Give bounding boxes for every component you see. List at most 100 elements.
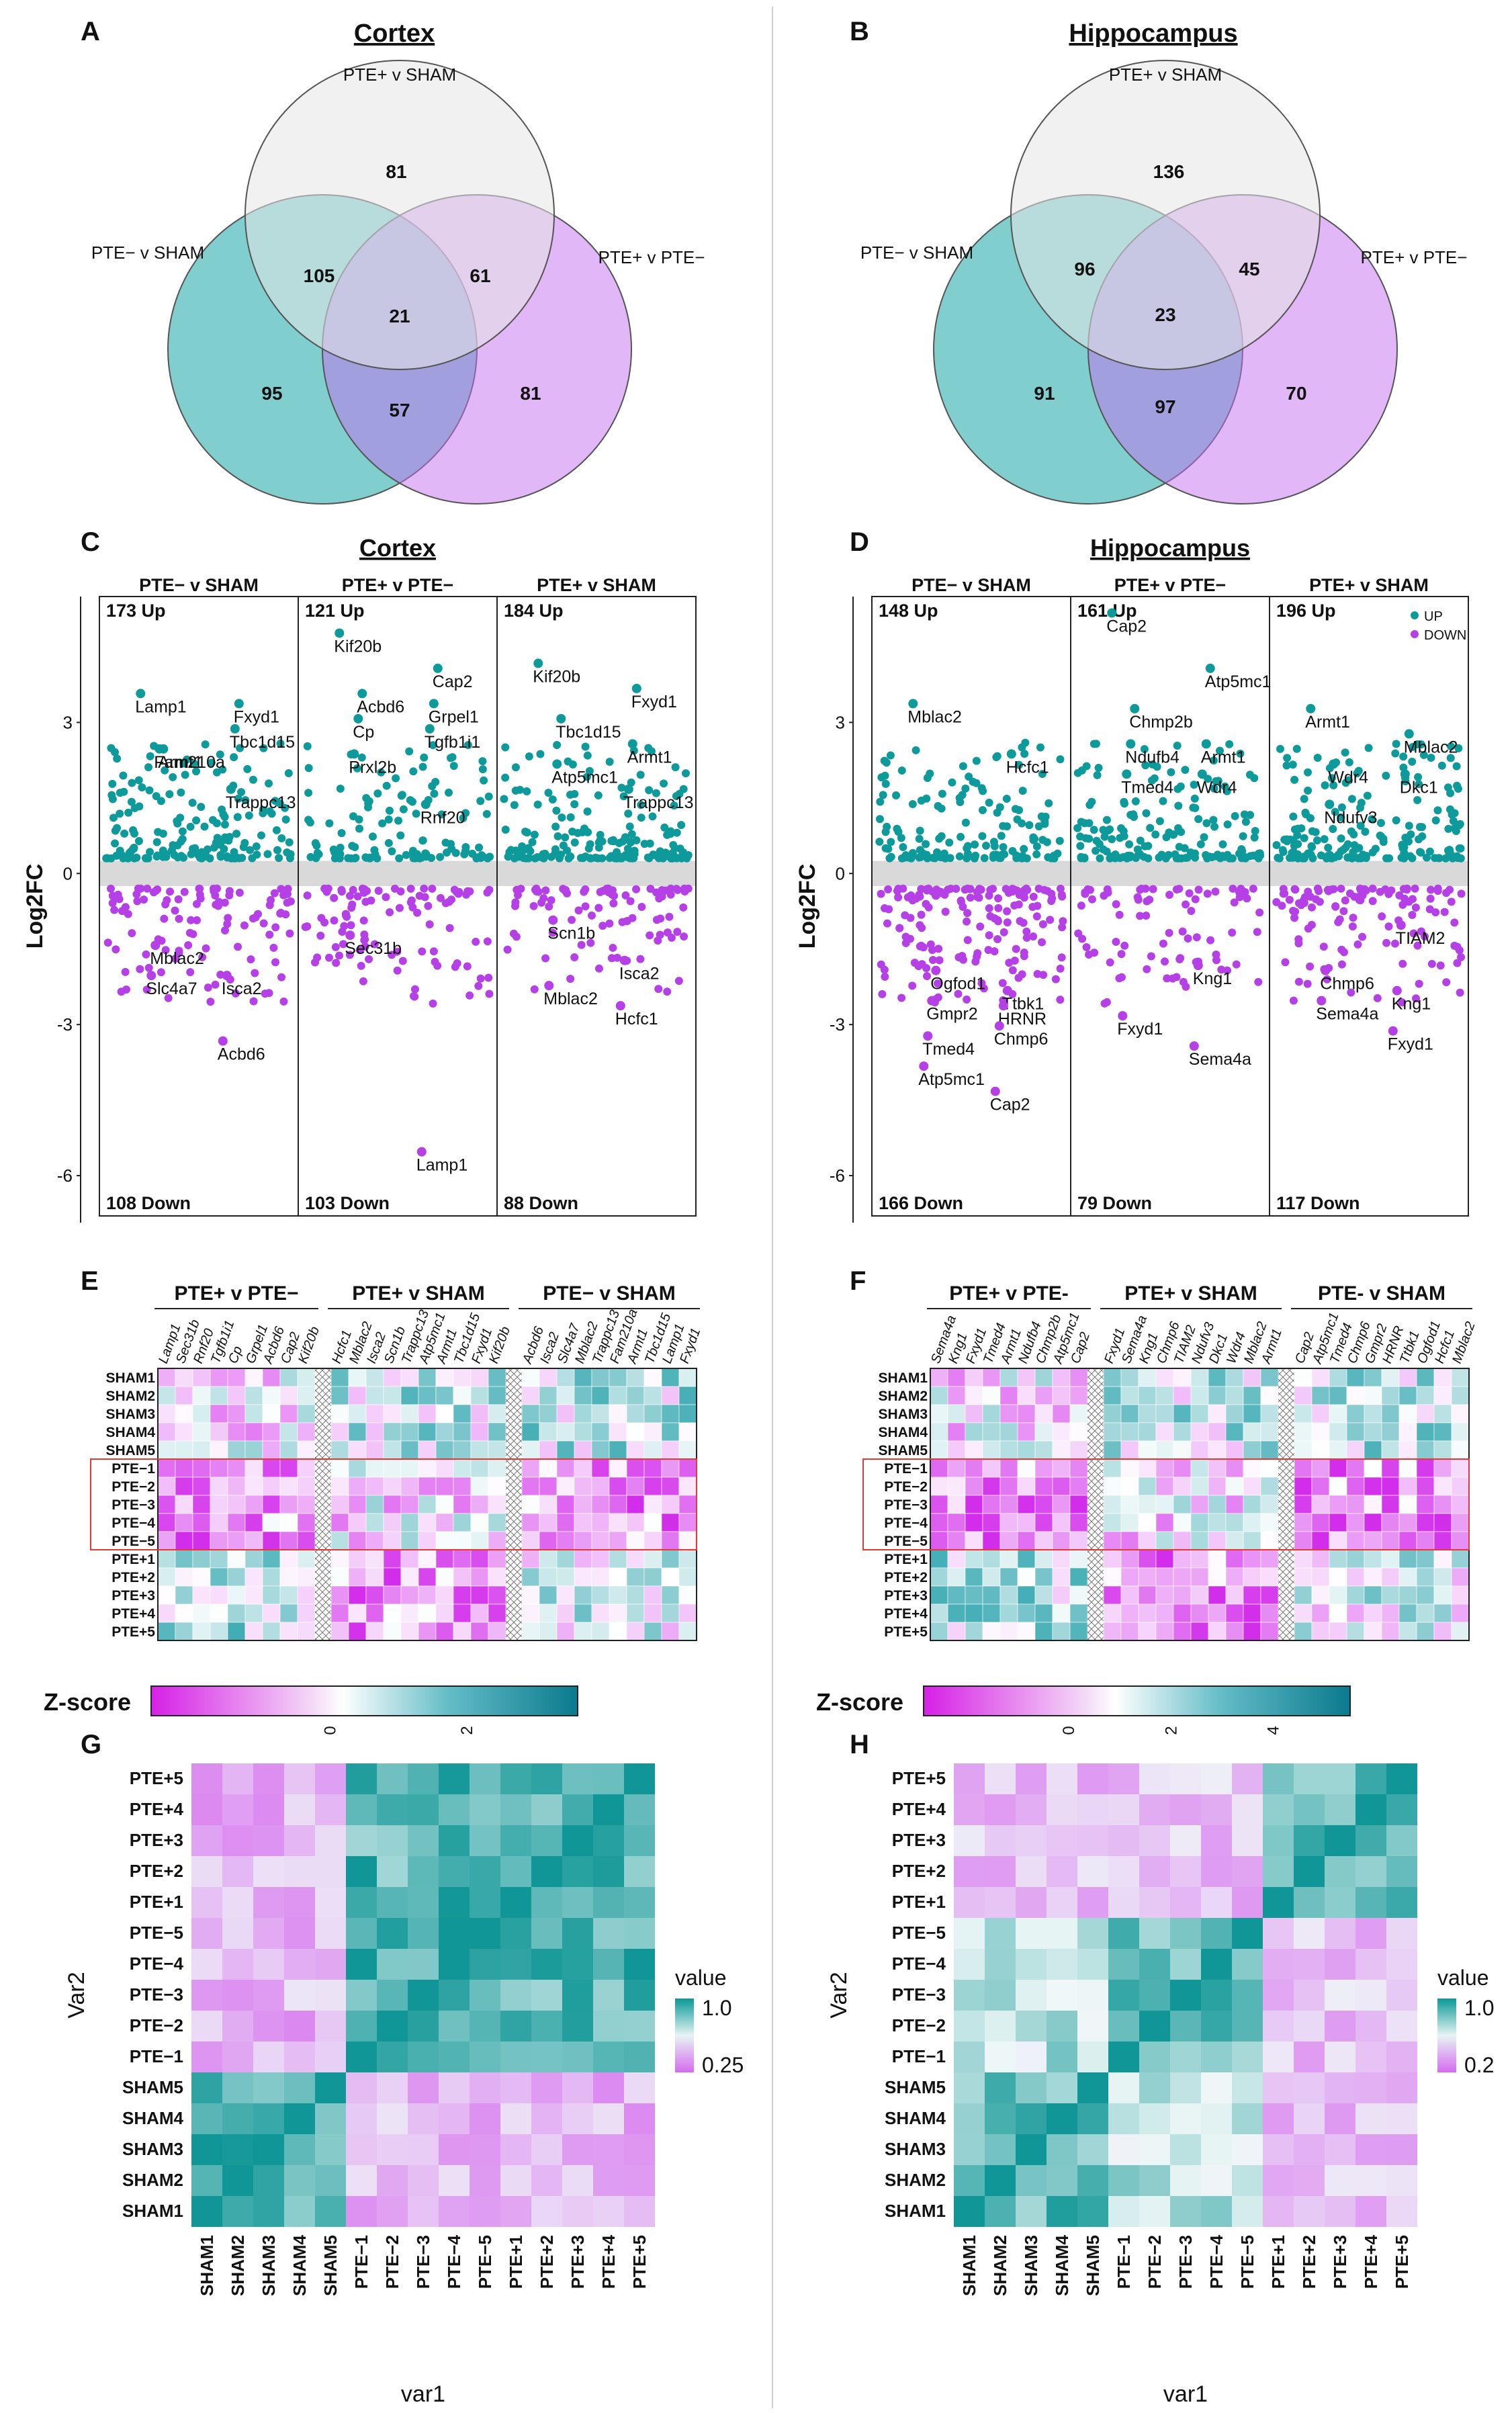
heatmap-group-label: PTE- v SHAM — [1318, 1282, 1446, 1305]
data-point-down — [1074, 929, 1083, 938]
heatmap-cell — [1173, 1386, 1192, 1405]
data-point-down — [359, 977, 367, 985]
heatmap-cell — [330, 1422, 349, 1442]
heatmap-cell — [435, 1622, 454, 1641]
heatmap-cell — [1052, 1495, 1071, 1514]
correlation-cell — [222, 2103, 253, 2134]
correlation-cell — [408, 2196, 439, 2227]
correlation-cell — [377, 1887, 408, 1918]
correlation-cell — [1077, 2011, 1108, 2042]
correlation-cell — [377, 1918, 408, 1949]
data-point-up — [1174, 801, 1183, 810]
data-point-up — [161, 766, 169, 775]
data-point-down — [1398, 998, 1407, 1006]
data-point-down — [161, 946, 170, 955]
heatmap-cell — [574, 1513, 592, 1532]
heatmap-cell — [435, 1585, 454, 1605]
data-point-down — [271, 958, 280, 967]
heatmap-cell — [1155, 1404, 1174, 1423]
data-point-up — [1337, 803, 1346, 811]
gene-label: Tmed4 — [1121, 778, 1173, 797]
heatmap-cell — [1052, 1513, 1071, 1532]
y-tick-label: PTE−3 — [892, 1984, 946, 2005]
correlation-cell — [222, 2011, 253, 2042]
correlation-cell — [500, 1980, 531, 2011]
heatmap-cell — [210, 1585, 228, 1605]
correlation-cell — [624, 2072, 655, 2103]
data-point-up — [1446, 754, 1455, 762]
correlation-cell — [253, 1794, 284, 1825]
heatmap-cell — [661, 1567, 680, 1587]
data-point-down — [1408, 911, 1417, 920]
data-point-down — [1453, 959, 1462, 967]
heatmap-cell — [643, 1368, 662, 1387]
data-point-down — [136, 965, 144, 973]
value-colorbar — [1437, 1999, 1456, 2072]
data-point-down — [1433, 884, 1442, 893]
heatmap-cell — [453, 1386, 472, 1405]
data-point-down — [485, 990, 494, 998]
heatmap-cell — [1190, 1458, 1209, 1478]
heatmap-cell — [435, 1567, 454, 1587]
data-point-down — [884, 885, 893, 893]
heatmap-cell — [982, 1513, 1001, 1532]
data-point-up — [625, 822, 634, 831]
heatmap-cell — [1034, 1477, 1053, 1496]
data-point-up — [1280, 835, 1289, 844]
data-point-up — [1213, 850, 1222, 859]
y-tick-label: SHAM3 — [122, 2139, 183, 2159]
data-point-up — [212, 768, 221, 777]
data-point-down — [1141, 884, 1150, 893]
heatmap-cell — [521, 1386, 540, 1405]
data-point-up — [1415, 780, 1423, 789]
data-point-down — [413, 908, 422, 917]
data-point-down — [919, 1061, 929, 1071]
data-point-up — [640, 840, 649, 848]
heatmap-cell — [1173, 1440, 1192, 1460]
heatmap-cell — [947, 1567, 966, 1587]
data-point-down — [429, 947, 438, 956]
heatmap-cell — [1052, 1585, 1071, 1605]
data-point-up — [596, 830, 605, 839]
heatmap-group-label: PTE+ v SHAM — [352, 1282, 485, 1305]
data-point-down — [1306, 892, 1315, 901]
data-point-up — [478, 757, 487, 766]
heatmap-cell — [1155, 1567, 1174, 1587]
heatmap-cell — [1364, 1585, 1382, 1605]
data-point-down — [971, 957, 980, 966]
heatmap-cell — [157, 1422, 176, 1442]
data-point-down — [646, 931, 654, 940]
y-tick-label: PTE−4 — [130, 1954, 184, 1974]
heatmap-cell — [678, 1458, 697, 1478]
heatmap-cell — [210, 1531, 228, 1550]
data-point-up — [961, 784, 970, 793]
data-point-up — [1022, 854, 1031, 863]
correlation-cell — [1263, 2196, 1294, 2227]
heatmap-cell — [488, 1368, 506, 1387]
heatmap-cell — [279, 1604, 298, 1623]
heatmap-cell — [1398, 1604, 1417, 1623]
heatmap-cell — [1311, 1368, 1330, 1387]
heatmap-cell — [1416, 1585, 1435, 1605]
heatmap-cell — [470, 1585, 489, 1605]
data-point-down — [881, 972, 889, 981]
heatmap-cell — [591, 1477, 610, 1496]
correlation-cell — [500, 1887, 531, 1918]
data-point-up — [183, 755, 191, 764]
data-point-down — [218, 1036, 228, 1046]
heatmap-row-label: PTE+4 — [884, 1606, 928, 1622]
correlation-cell — [1170, 2196, 1201, 2227]
data-point-up — [627, 778, 635, 787]
data-point-up — [1140, 745, 1149, 754]
correlation-cell — [408, 2011, 439, 2042]
heatmap-cell — [1138, 1567, 1157, 1587]
data-point-down — [347, 904, 356, 912]
venn-count: 105 — [304, 265, 335, 286]
heatmap-cell — [244, 1495, 263, 1514]
data-point-down — [666, 890, 675, 899]
data-point-down — [206, 998, 215, 1006]
correlation-cell — [954, 1856, 985, 1887]
correlation-cell — [191, 2072, 222, 2103]
correlation-cell — [1139, 1794, 1170, 1825]
facet-title: PTE− v SHAM — [911, 575, 1031, 595]
